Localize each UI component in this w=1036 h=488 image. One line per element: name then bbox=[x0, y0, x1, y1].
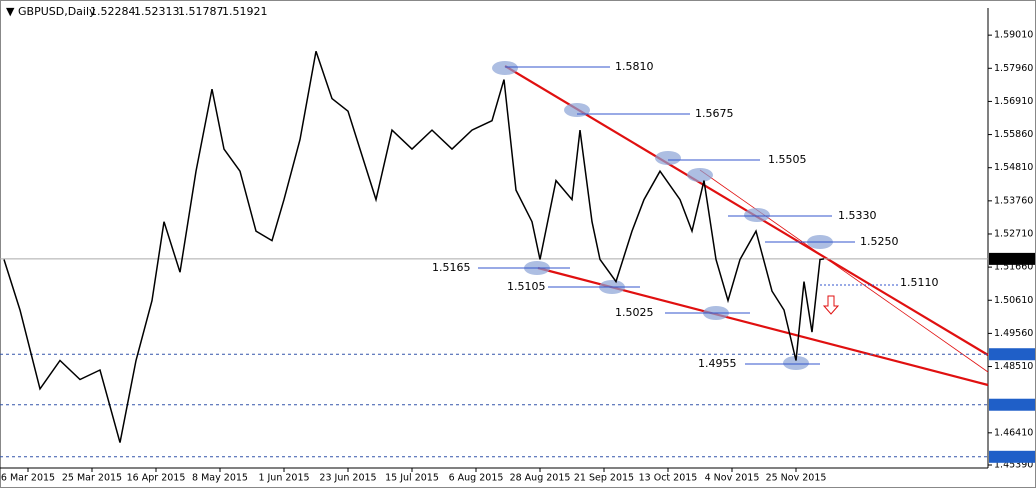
price-badge bbox=[989, 252, 1035, 265]
ohlc-value: 1.52284 bbox=[90, 5, 136, 18]
y-tick-label: 1.56910 bbox=[994, 96, 1033, 107]
y-tick-label: 1.50610 bbox=[994, 295, 1033, 306]
x-tick-label: 23 Jun 2015 bbox=[319, 473, 376, 484]
x-tick-label: 25 Nov 2015 bbox=[766, 473, 827, 484]
annotation: 1.5330 bbox=[838, 209, 877, 222]
x-tick-label: 16 Apr 2015 bbox=[127, 473, 186, 484]
thin-trendline bbox=[699, 169, 989, 373]
annotation: 1.5165 bbox=[432, 261, 471, 274]
y-tick-label: 1.45390 bbox=[994, 460, 1033, 471]
annotation: 1.5505 bbox=[768, 153, 807, 166]
annotation: 1.5105 bbox=[507, 280, 546, 293]
y-tick-label: 1.49560 bbox=[994, 328, 1033, 339]
y-tick-label: 1.59010 bbox=[994, 30, 1033, 41]
level-badge bbox=[989, 450, 1035, 463]
x-tick-label: 1 Jun 2015 bbox=[258, 473, 309, 484]
x-tick-label: 6 Mar 2015 bbox=[1, 473, 55, 484]
annotation: 1.5110 bbox=[900, 276, 939, 289]
annotation: 1.5810 bbox=[615, 60, 654, 73]
y-tick-label: 1.53760 bbox=[994, 195, 1033, 206]
annotation: 1.5025 bbox=[615, 306, 654, 319]
x-tick-label: 6 Aug 2015 bbox=[449, 473, 504, 484]
x-tick-label: 21 Sep 2015 bbox=[574, 473, 634, 484]
y-tick-label: 1.55860 bbox=[994, 129, 1033, 140]
y-tick-label: 1.51660 bbox=[994, 262, 1033, 273]
down-arrow bbox=[822, 295, 840, 315]
x-tick-label: 13 Oct 2015 bbox=[639, 473, 698, 484]
x-tick-label: 28 Aug 2015 bbox=[510, 473, 571, 484]
level-badge bbox=[989, 348, 1035, 361]
ohlc-value: 1.52313 bbox=[134, 5, 180, 18]
annotation: 1.5675 bbox=[695, 107, 734, 120]
ohlc-value: 1.51787 bbox=[178, 5, 224, 18]
symbol: GBPUSD,Daily bbox=[18, 5, 96, 18]
level-lines bbox=[478, 66, 898, 365]
level-badge bbox=[989, 398, 1035, 411]
y-tick-label: 1.46410 bbox=[994, 427, 1033, 438]
y-tick-label: 1.54810 bbox=[994, 162, 1033, 173]
x-tick-label: 15 Jul 2015 bbox=[385, 473, 439, 484]
y-tick-label: 1.48510 bbox=[994, 361, 1033, 372]
x-tick-label: 25 Mar 2015 bbox=[62, 473, 122, 484]
y-tick-label: 1.57960 bbox=[994, 63, 1033, 74]
ohlc-value: 1.51921 bbox=[222, 5, 268, 18]
menu-arrow[interactable]: ▼ bbox=[6, 5, 15, 18]
price-path bbox=[3, 50, 825, 443]
annotations: 1.5810 1.5675 1.5505 1.5330 1.5250 1.516… bbox=[432, 60, 939, 370]
y-tick-label: 1.52710 bbox=[994, 228, 1033, 239]
x-tick-label: 4 Nov 2015 bbox=[705, 473, 760, 484]
x-tick-label: 8 May 2015 bbox=[192, 473, 248, 484]
annotation: 1.5250 bbox=[860, 235, 899, 248]
annotation: 1.4955 bbox=[698, 357, 737, 370]
